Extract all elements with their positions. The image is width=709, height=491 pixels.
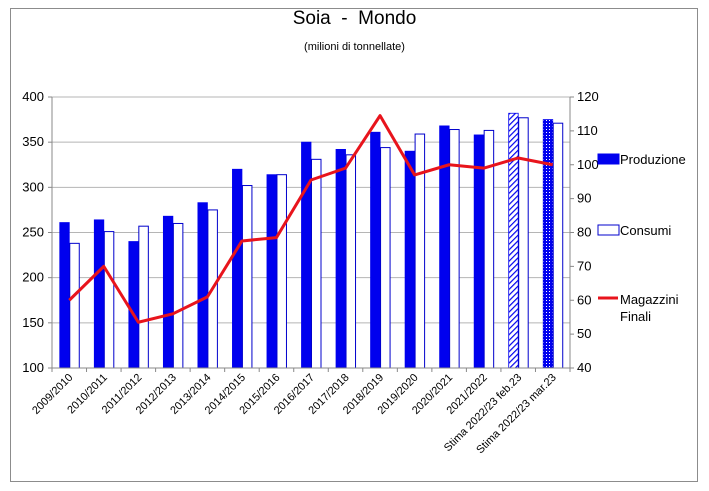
right-tick-label: 50 [577, 326, 591, 341]
legend-label-consumption: Consumi [620, 223, 671, 238]
production-bar [301, 141, 312, 369]
left-tick-label: 250 [22, 225, 44, 240]
consumption-bar [276, 174, 287, 369]
right-tick-label: 100 [577, 157, 599, 172]
right-tick-label: 60 [577, 292, 591, 307]
consumption-bar [69, 242, 80, 369]
legend-label-stocks: Magazzini [620, 292, 679, 307]
right-tick-label: 40 [577, 360, 591, 375]
consumption-bar [414, 133, 426, 369]
legend-swatch-consumption [597, 224, 620, 236]
production-bar [232, 168, 243, 369]
consumption-bar [138, 225, 149, 369]
production-bar [162, 215, 174, 369]
left-tick-label: 350 [22, 134, 44, 149]
stocks-line-layer [68, 114, 554, 324]
legend-label-production: Produzione [620, 152, 686, 167]
consumption-bar [311, 158, 322, 369]
consumption-bar [241, 185, 253, 369]
left-tick-label: 400 [22, 89, 44, 104]
left-tick-label: 300 [22, 179, 44, 194]
left-tick-label: 150 [22, 315, 44, 330]
production-bar [439, 125, 450, 369]
legend: Produzione Consumi Magazzini Finali [597, 152, 686, 324]
legend-swatch-production [597, 153, 620, 165]
left-tick-label: 200 [22, 270, 44, 285]
right-tick-label: 70 [577, 258, 591, 273]
consumption-bar [518, 117, 529, 369]
right-tick-label: 110 [577, 123, 598, 138]
production-bar [404, 150, 416, 369]
right-tick-label: 80 [577, 225, 591, 240]
production-bar [335, 148, 346, 369]
legend-label-stocks: Finali [620, 309, 651, 324]
production-bar [128, 241, 139, 369]
right-tick-label: 120 [577, 89, 599, 104]
production-bar [508, 112, 519, 369]
left-tick-label: 100 [22, 360, 44, 375]
production-bar [197, 202, 208, 369]
consumption-bar [380, 147, 391, 369]
right-tick-label: 90 [577, 191, 591, 206]
production-bar [473, 134, 485, 369]
production-bar [93, 219, 105, 369]
production-bar [542, 119, 554, 369]
chart-subtitle: (milioni di tonnellate) [304, 41, 405, 53]
production-bar [59, 222, 70, 369]
consumption-bar [172, 222, 184, 369]
chart-title: Soia - Mondo [292, 8, 417, 29]
production-bar [370, 131, 381, 369]
production-bar [266, 174, 277, 369]
bars-layer [59, 112, 564, 369]
consumption-bar [345, 154, 357, 369]
consumption-bar [103, 231, 115, 369]
consumption-bar [552, 122, 564, 369]
